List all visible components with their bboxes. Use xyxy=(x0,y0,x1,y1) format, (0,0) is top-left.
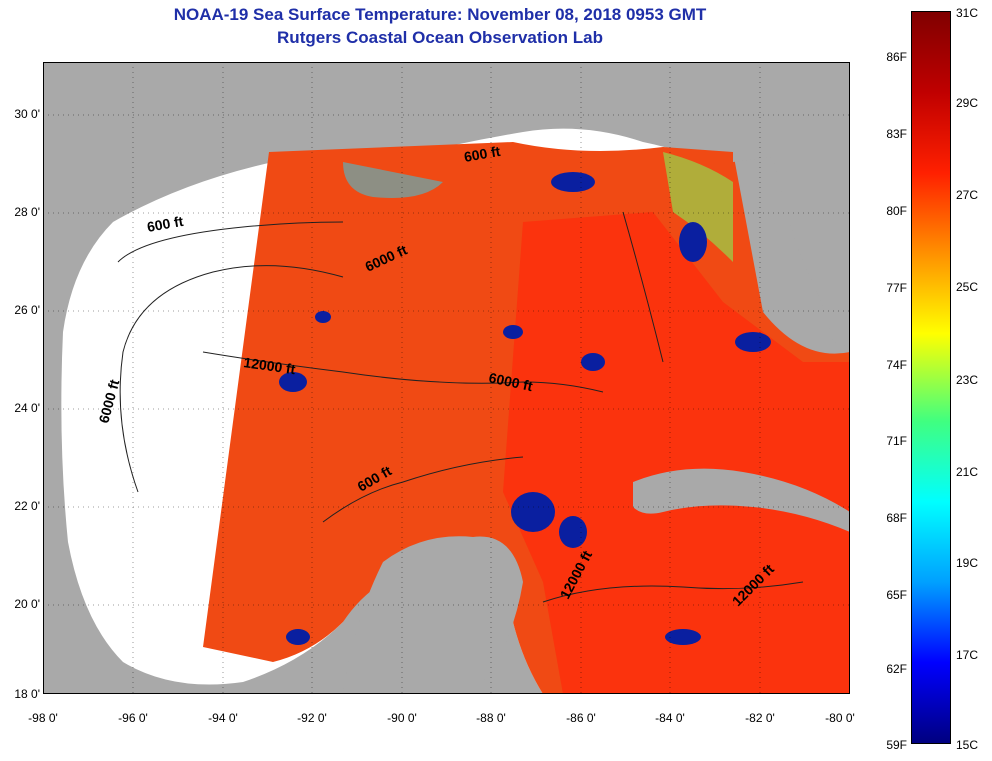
celsius-label: 15C xyxy=(956,738,979,752)
florida xyxy=(733,62,850,347)
longitude-label: -90 0' xyxy=(387,711,417,725)
sst-map: 600 ft 600 ft 6000 ft 12000 ft 6000 ft 6… xyxy=(43,62,850,694)
latitude-label: 20 0' xyxy=(14,597,40,611)
longitude-label: -98 0' xyxy=(28,711,58,725)
contour-label: 600 ft xyxy=(146,213,185,235)
latitude-label: 30 0' xyxy=(14,107,40,121)
celsius-label: 19C xyxy=(956,556,979,570)
fahrenheit-label: 59F xyxy=(886,738,907,752)
contour-label: 600 ft xyxy=(463,143,502,165)
fahrenheit-label: 65F xyxy=(886,588,907,602)
longitude-label: -92 0' xyxy=(297,711,327,725)
celsius-label: 31C xyxy=(956,6,979,20)
fahrenheit-label: 71F xyxy=(886,434,907,448)
map-subtitle: Rutgers Coastal Ocean Observation Lab xyxy=(277,28,603,47)
color-bar xyxy=(911,11,951,744)
latitude-label: 24 0' xyxy=(14,401,40,415)
latitude-label: 22 0' xyxy=(14,499,40,513)
celsius-label: 23C xyxy=(956,373,979,387)
latitude-label: 28 0' xyxy=(14,205,40,219)
longitude-label: -94 0' xyxy=(208,711,238,725)
fahrenheit-label: 77F xyxy=(886,281,907,295)
cuba xyxy=(633,468,850,532)
map-title: NOAA-19 Sea Surface Temperature: Novembe… xyxy=(173,5,707,24)
longitude-label: -84 0' xyxy=(655,711,685,725)
celsius-label: 25C xyxy=(956,280,979,294)
fahrenheit-label: 74F xyxy=(886,358,907,372)
longitude-label: -80 0' xyxy=(825,711,855,725)
fahrenheit-label: 68F xyxy=(886,511,907,525)
yucatan xyxy=(343,536,523,694)
longitude-label: -86 0' xyxy=(566,711,596,725)
longitude-label: -96 0' xyxy=(118,711,148,725)
latitude-label: 18 0' xyxy=(14,687,40,701)
fahrenheit-label: 86F xyxy=(886,50,907,64)
celsius-label: 29C xyxy=(956,96,979,110)
contour-label: 12000 ft xyxy=(243,354,297,377)
latitude-label: 26 0' xyxy=(14,303,40,317)
longitude-label: -88 0' xyxy=(476,711,506,725)
celsius-label: 27C xyxy=(956,188,979,202)
fahrenheit-label: 83F xyxy=(886,127,907,141)
celsius-label: 17C xyxy=(956,648,979,662)
fahrenheit-label: 80F xyxy=(886,204,907,218)
celsius-label: 21C xyxy=(956,465,979,479)
fahrenheit-label: 62F xyxy=(886,662,907,676)
longitude-label: -82 0' xyxy=(745,711,775,725)
